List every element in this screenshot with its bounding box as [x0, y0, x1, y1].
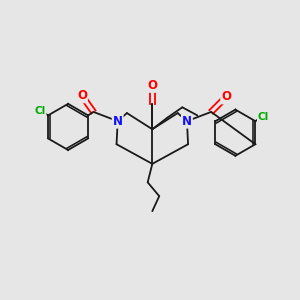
- Text: Cl: Cl: [34, 106, 46, 116]
- Text: O: O: [221, 90, 231, 104]
- Text: O: O: [147, 79, 157, 92]
- Text: O: O: [77, 89, 87, 102]
- Text: N: N: [182, 115, 192, 128]
- Text: N: N: [113, 115, 123, 128]
- Text: Cl: Cl: [258, 112, 269, 122]
